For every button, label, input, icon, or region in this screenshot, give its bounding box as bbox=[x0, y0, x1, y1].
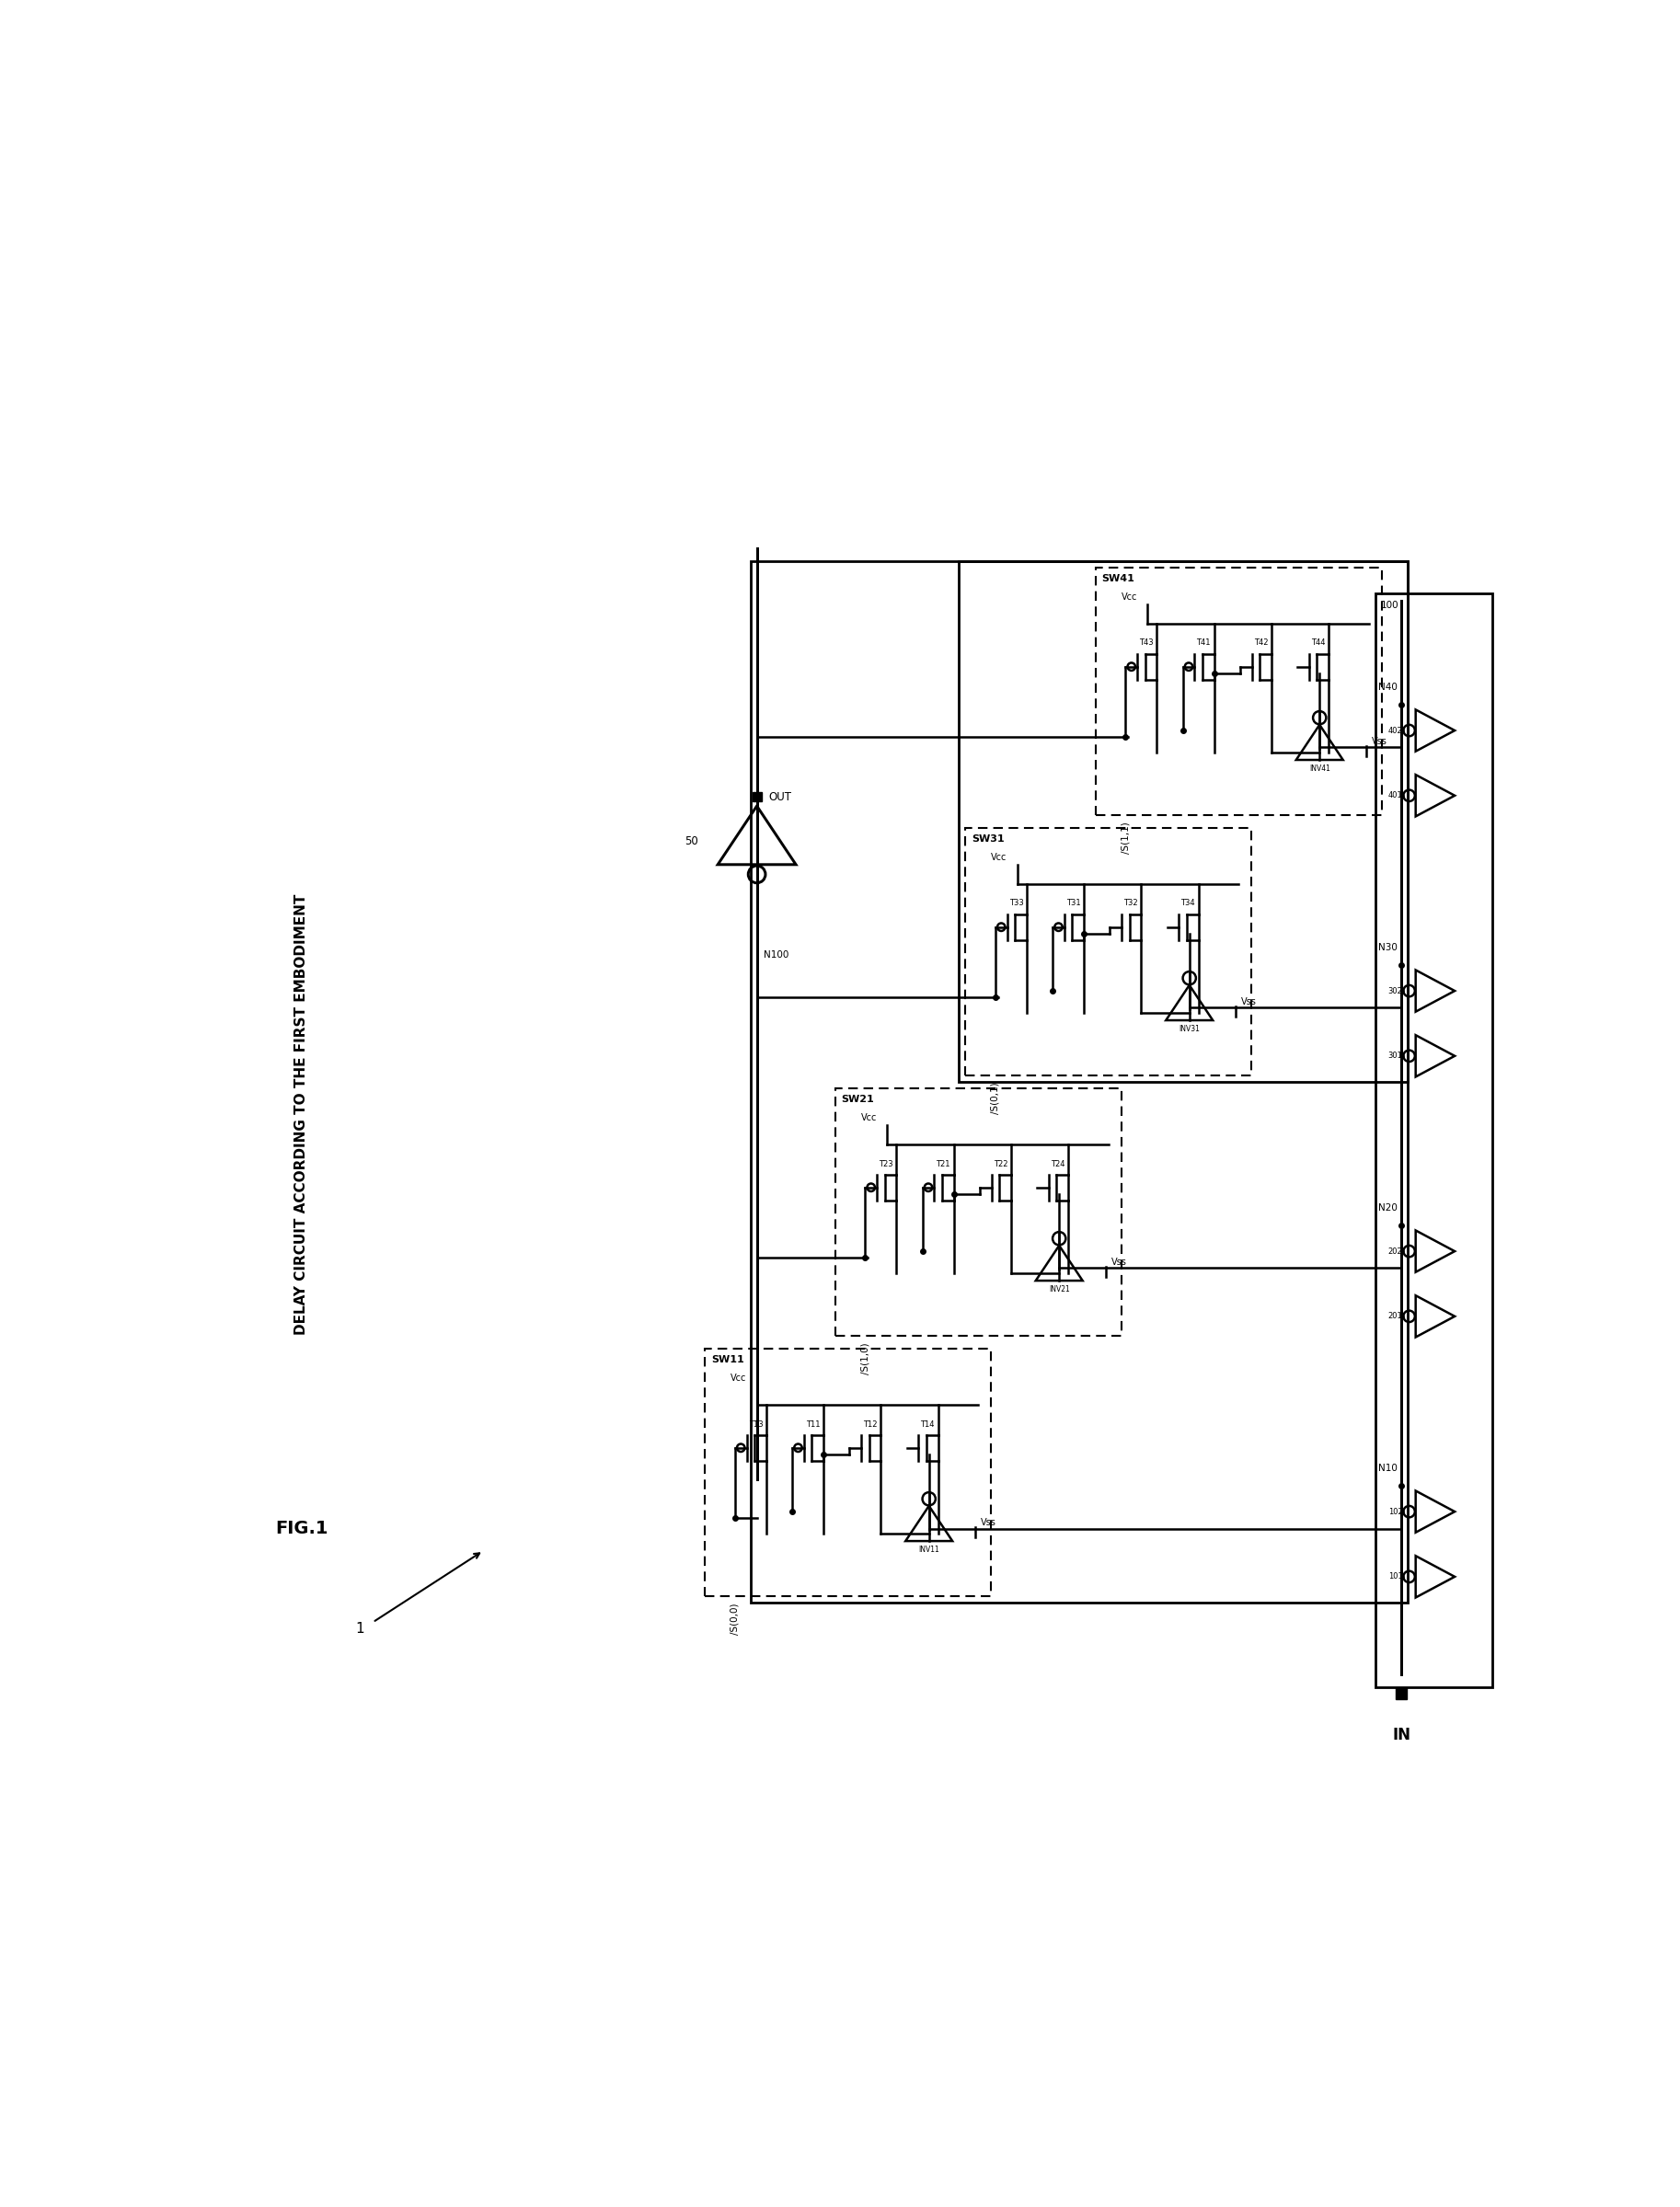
Text: INV31: INV31 bbox=[1179, 1024, 1200, 1033]
Text: SW41: SW41 bbox=[1102, 574, 1136, 583]
Text: T11: T11 bbox=[806, 1419, 820, 1428]
Text: 202: 202 bbox=[1388, 1247, 1403, 1256]
Text: INV21: INV21 bbox=[1048, 1284, 1070, 1293]
Text: N30: N30 bbox=[1378, 942, 1398, 951]
Text: N100: N100 bbox=[763, 951, 788, 960]
Text: 1: 1 bbox=[354, 1622, 365, 1635]
Text: INV41: INV41 bbox=[1309, 764, 1331, 772]
Text: N20: N20 bbox=[1378, 1203, 1398, 1212]
Text: /S(1,0): /S(1,0) bbox=[860, 1342, 870, 1375]
Text: T44: T44 bbox=[1310, 638, 1326, 647]
Text: Vss: Vss bbox=[1371, 737, 1388, 746]
Text: Vcc: Vcc bbox=[1122, 591, 1137, 603]
Text: T41: T41 bbox=[1196, 638, 1211, 647]
Text: Vss: Vss bbox=[1242, 998, 1257, 1006]
Text: INV11: INV11 bbox=[919, 1545, 939, 1554]
Text: T33: T33 bbox=[1010, 898, 1023, 907]
Text: SW31: SW31 bbox=[971, 834, 1005, 843]
Text: T31: T31 bbox=[1067, 898, 1080, 907]
Text: N10: N10 bbox=[1378, 1463, 1398, 1472]
Text: SW11: SW11 bbox=[711, 1355, 744, 1364]
Text: Vss: Vss bbox=[1110, 1258, 1127, 1267]
Text: T34: T34 bbox=[1181, 898, 1194, 907]
Text: FIG.1: FIG.1 bbox=[276, 1521, 328, 1538]
Text: T21: T21 bbox=[936, 1159, 951, 1168]
Text: OUT: OUT bbox=[768, 790, 791, 803]
Text: N40: N40 bbox=[1378, 682, 1398, 691]
Text: 100: 100 bbox=[1381, 600, 1398, 609]
Text: IN: IN bbox=[1393, 1726, 1411, 1744]
Text: 201: 201 bbox=[1388, 1313, 1403, 1320]
Text: /S(0,1): /S(0,1) bbox=[991, 1081, 1000, 1115]
Text: 401: 401 bbox=[1388, 792, 1403, 799]
Text: 302: 302 bbox=[1388, 987, 1403, 995]
Text: T12: T12 bbox=[864, 1419, 877, 1428]
Text: /S(1,1): /S(1,1) bbox=[1121, 821, 1131, 854]
Text: Vcc: Vcc bbox=[860, 1112, 877, 1123]
Text: Vcc: Vcc bbox=[991, 852, 1008, 863]
Text: T24: T24 bbox=[1050, 1159, 1065, 1168]
Text: T23: T23 bbox=[879, 1159, 894, 1168]
Text: T32: T32 bbox=[1124, 898, 1137, 907]
Text: 301: 301 bbox=[1388, 1053, 1403, 1059]
Text: 402: 402 bbox=[1388, 726, 1403, 735]
Text: T42: T42 bbox=[1253, 638, 1268, 647]
Text: /S(0,0): /S(0,0) bbox=[731, 1602, 739, 1635]
Text: T14: T14 bbox=[921, 1419, 934, 1428]
Text: T13: T13 bbox=[749, 1419, 763, 1428]
Text: Vss: Vss bbox=[981, 1518, 996, 1527]
Text: 50: 50 bbox=[685, 834, 699, 847]
Text: 102: 102 bbox=[1388, 1507, 1403, 1516]
Text: T43: T43 bbox=[1139, 638, 1154, 647]
Text: DELAY CIRCUIT ACCORDING TO THE FIRST EMBODIMENT: DELAY CIRCUIT ACCORDING TO THE FIRST EMB… bbox=[294, 894, 307, 1335]
Text: 101: 101 bbox=[1388, 1574, 1403, 1580]
Text: T22: T22 bbox=[993, 1159, 1008, 1168]
Text: SW21: SW21 bbox=[842, 1095, 874, 1104]
Text: Vcc: Vcc bbox=[731, 1373, 748, 1384]
